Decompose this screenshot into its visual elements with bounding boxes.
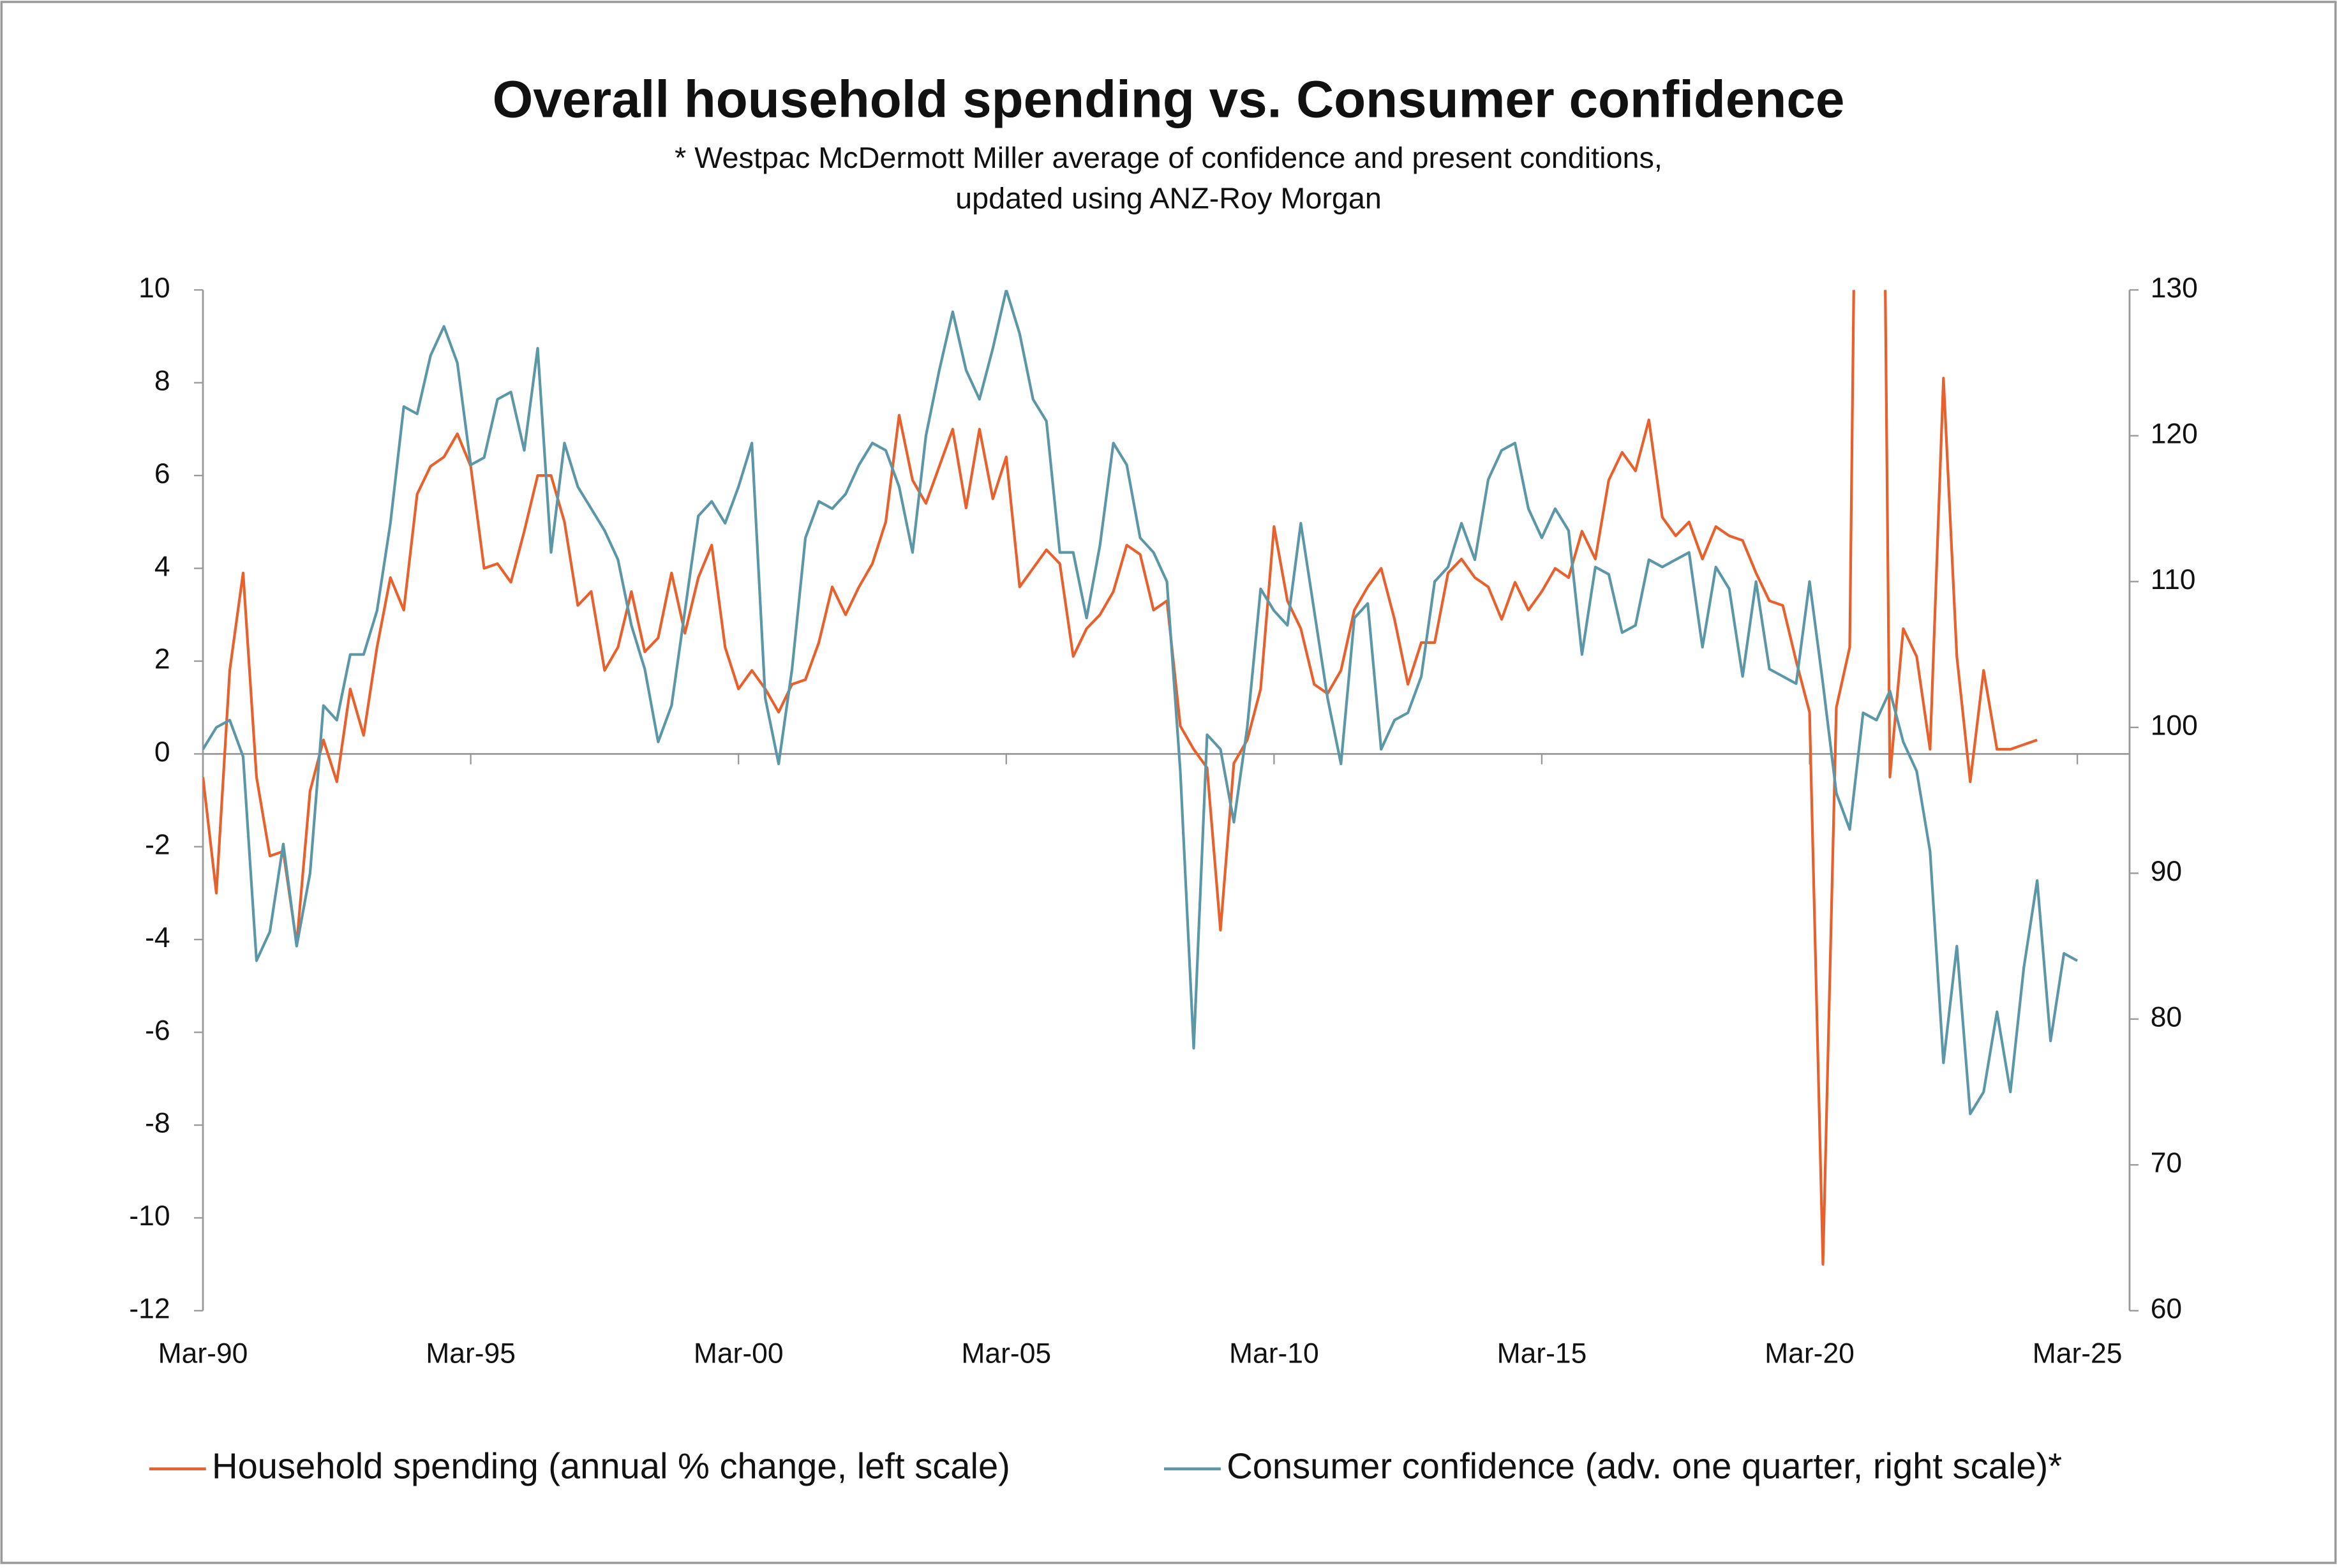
x-tick-label: Mar-95 [426,1338,516,1370]
data-line [203,290,2079,1116]
y-tick-label: -8 [145,1108,170,1139]
plot-area [203,290,2079,1266]
x-tick-label: Mar-20 [1765,1338,1855,1370]
y2-tick-label: 70 [2151,1147,2182,1179]
y2-tick-label: 90 [2151,856,2182,887]
y-tick-label: 10 [138,273,170,304]
y-tick-label: 6 [154,458,170,489]
y-tick-label: -4 [145,922,170,953]
y-tick-label: -10 [129,1200,170,1232]
x-tick-label: Mar-05 [961,1338,1051,1370]
y-tick-label: -12 [129,1294,170,1325]
legend-label: Consumer confidence (adv. one quarter, r… [1227,1446,2062,1486]
x-tick-label: Mar-15 [1497,1338,1587,1370]
y2-tick-label: 100 [2151,710,2198,742]
x-tick-label: Mar-00 [694,1338,784,1370]
chart-subtitle: updated using ANZ-Roy Morgan [955,181,1382,214]
x-tick-label: Mar-10 [1229,1338,1319,1370]
y2-tick-label: 110 [2151,564,2196,595]
y-tick-label: 4 [154,551,170,582]
x-tick-label: Mar-25 [2033,1338,2123,1370]
legend-label: Household spending (annual % change, lef… [212,1446,1010,1486]
y-tick-label: -6 [145,1015,170,1046]
x-tick-label: Mar-90 [158,1338,248,1370]
y2-tick-label: 60 [2151,1294,2182,1325]
y2-tick-label: 130 [2151,273,2198,304]
data-line [203,290,2038,1266]
y-tick-label: 8 [154,365,170,396]
chart-subtitle: * Westpac McDermott Miller average of co… [675,141,1662,174]
y2-tick-label: 120 [2151,419,2198,450]
y2-tick-label: 80 [2151,1002,2182,1033]
y-tick-label: 2 [154,644,170,675]
y-tick-label: 0 [154,736,170,768]
y-tick-label: -2 [145,829,170,860]
chart-title: Overall household spending vs. Consumer … [493,71,1845,129]
